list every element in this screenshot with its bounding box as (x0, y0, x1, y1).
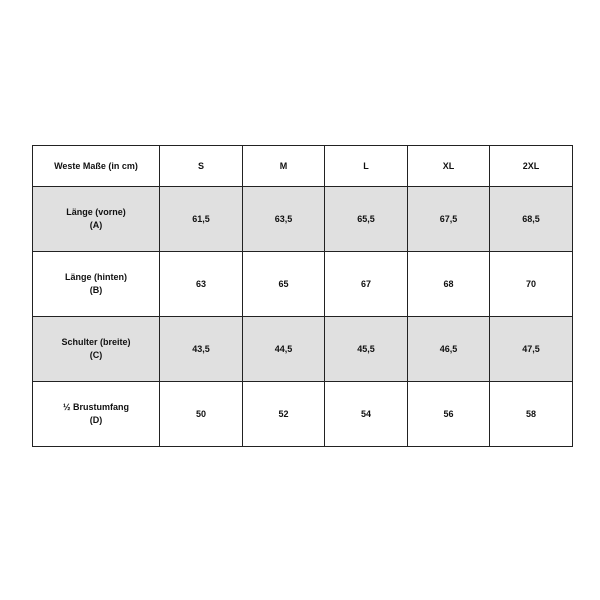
row-label: Länge (vorne) (A) (32, 186, 160, 252)
row-label: Schulter (breite) (C) (32, 316, 160, 382)
table-row: Schulter (breite) (C) 43,5 44,5 45,5 46,5 47,5 (32, 316, 573, 382)
value-cell: 47,5 (489, 316, 573, 382)
header-size: M (242, 145, 325, 187)
row-label: ½ Brustumfang (D) (32, 381, 160, 447)
size-table: Weste Maße (in cm) S M L XL 2XL Länge (vorne) (… (32, 145, 573, 447)
header-size: S (159, 145, 243, 187)
value-cell: 50 (159, 381, 243, 447)
header-size: 2XL (489, 145, 573, 187)
header-row: Weste Maße (in cm) S M L XL 2XL (32, 145, 573, 187)
measure-code: (C) (89, 350, 103, 360)
value-cell: 67 (324, 251, 408, 317)
value-cell: 43,5 (159, 316, 243, 382)
value-cell: 61,5 (159, 186, 243, 252)
value-cell: 65,5 (324, 186, 408, 252)
measure-name: Länge (vorne) (66, 207, 126, 217)
value-cell: 63,5 (242, 186, 325, 252)
value-cell: 44,5 (242, 316, 325, 382)
value-cell: 67,5 (407, 186, 490, 252)
table-row: Länge (vorne) (A) 61,5 63,5 65,5 67,5 68,5 (32, 186, 573, 252)
header-size: L (324, 145, 408, 187)
table-row: Länge (hinten) (B) 63 65 67 68 70 (32, 251, 573, 317)
value-cell: 65 (242, 251, 325, 317)
header-size: XL (407, 145, 490, 187)
measure-name: Länge (hinten) (65, 272, 127, 282)
measure-code: (D) (89, 415, 103, 425)
measure-name: Schulter (breite) (61, 337, 131, 347)
value-cell: 54 (324, 381, 408, 447)
value-cell: 58 (489, 381, 573, 447)
row-label: Länge (hinten) (B) (32, 251, 160, 317)
value-cell: 56 (407, 381, 490, 447)
value-cell: 68,5 (489, 186, 573, 252)
measure-name: ½ Brustumfang (62, 402, 129, 412)
value-cell: 52 (242, 381, 325, 447)
value-cell: 70 (489, 251, 573, 317)
value-cell: 68 (407, 251, 490, 317)
value-cell: 45,5 (324, 316, 408, 382)
table-row: ½ Brustumfang (D) 50 52 54 56 58 (32, 381, 573, 447)
header-label: Weste Maße (in cm) (32, 145, 160, 187)
measure-code: (B) (89, 285, 103, 295)
measure-code: (A) (89, 220, 103, 230)
value-cell: 46,5 (407, 316, 490, 382)
value-cell: 63 (159, 251, 243, 317)
